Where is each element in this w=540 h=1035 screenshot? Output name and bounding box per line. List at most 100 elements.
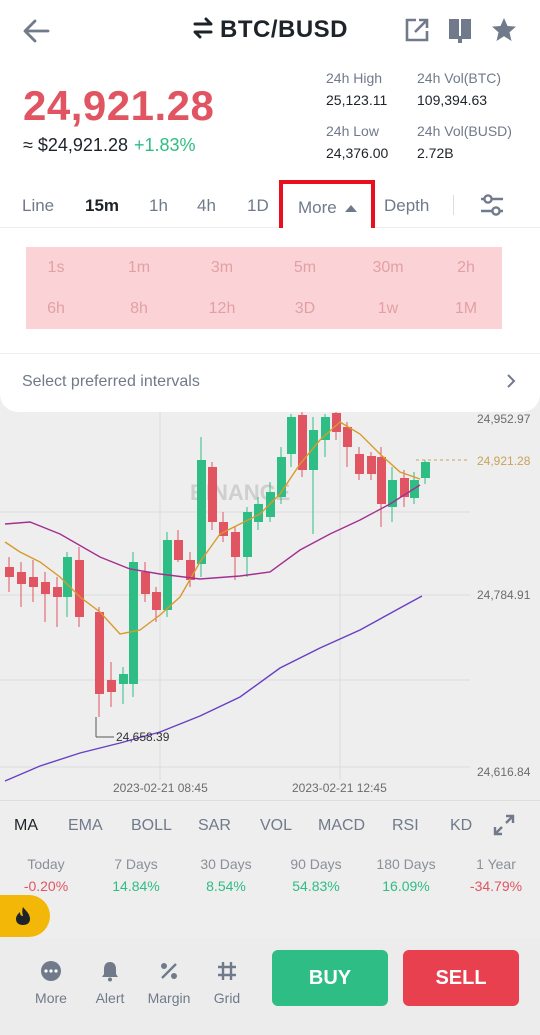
perf-value: 8.54% <box>206 878 246 894</box>
stat-label: 24h Vol(BUSD) <box>417 123 512 139</box>
stat-label: 24h Vol(BTC) <box>417 70 502 86</box>
time-tick-2: 2023-02-21 12:45 <box>292 781 387 795</box>
stat-24h-high: 24h High 25,123.11 <box>326 70 387 108</box>
ma-short-line <box>4 421 421 635</box>
pair-title[interactable]: BTC/BUSD <box>0 16 540 44</box>
stat-24h-vol-busd: 24h Vol(BUSD) 2.72B <box>417 123 512 161</box>
indicator-boll[interactable]: BOLL <box>131 817 172 834</box>
stat-24h-low: 24h Low 24,376.00 <box>326 123 388 161</box>
indicator-vol[interactable]: VOL <box>260 817 293 834</box>
tab-depth[interactable]: Depth <box>384 196 430 215</box>
candle-body <box>29 577 38 587</box>
flame-icon <box>16 907 30 925</box>
nav-more[interactable]: More <box>21 960 81 1006</box>
price-tick-current: 24,921.28 <box>477 454 531 468</box>
chart-gridlines <box>0 412 470 780</box>
margin-percent-icon <box>161 963 177 979</box>
indicator-rsi[interactable]: RSI <box>392 817 419 834</box>
interval-1w[interactable]: 1w <box>377 299 399 317</box>
tab-more-label: More <box>298 198 337 217</box>
interval-1m[interactable]: 1m <box>127 258 151 276</box>
interval-6h[interactable]: 6h <box>47 299 65 317</box>
stat-label: 24h High <box>326 70 383 86</box>
caret-up-icon <box>345 205 357 212</box>
candle-body <box>17 572 26 584</box>
fullscreen-icon[interactable] <box>492 813 516 837</box>
buy-button[interactable]: BUY <box>272 950 388 1006</box>
interval-12h[interactable]: 12h <box>208 299 236 317</box>
candle-body <box>53 587 62 597</box>
perf-180-days: 180 Days 16.09% <box>366 856 446 894</box>
nav-grid[interactable]: Grid <box>197 960 257 1006</box>
candle-body <box>277 457 286 497</box>
interval-30m[interactable]: 30m <box>372 258 404 276</box>
indicator-ema[interactable]: EMA <box>68 817 103 834</box>
price-tick-low: 24,616.84 <box>477 765 531 779</box>
tab-line[interactable]: Line <box>22 196 55 215</box>
interval-3m[interactable]: 3m <box>210 258 234 276</box>
chart-settings-icon[interactable] <box>479 193 505 217</box>
tab-more[interactable]: More <box>279 180 375 234</box>
perf-label: 7 Days <box>114 856 158 872</box>
interval-5m[interactable]: 5m <box>293 258 317 276</box>
indicator-bar: MA EMA BOLL SAR VOL MACD RSI KD <box>0 800 540 848</box>
more-intervals-panel: 1s 1m 3m 5m 30m 2h 6h 8h 12h 3D 1w 1M Se… <box>0 228 540 412</box>
chart-info-icon[interactable] <box>446 16 474 44</box>
nav-alert[interactable]: Alert <box>80 960 140 1006</box>
perf-label: 180 Days <box>376 856 436 872</box>
perf-label: 1 Year <box>476 856 516 872</box>
interval-3d[interactable]: 3D <box>294 299 316 317</box>
candle-body <box>208 467 217 522</box>
perf-label: Today <box>27 856 65 872</box>
indicator-sar[interactable]: SAR <box>198 817 231 834</box>
interval-8h[interactable]: 8h <box>130 299 148 317</box>
interval-tabs: Line 15m 1h 4h 1D Depth <box>0 180 540 228</box>
candle-body <box>266 492 275 517</box>
external-link-icon[interactable] <box>403 16 431 44</box>
swap-icon <box>193 17 213 39</box>
ma-mid-line <box>4 484 421 580</box>
perf-value: 54.83% <box>292 878 340 894</box>
perf-value: 16.09% <box>382 878 430 894</box>
tab-15m[interactable]: 15m <box>85 196 120 215</box>
candle-body <box>400 478 409 497</box>
candlestick-chart[interactable]: BINANCE 24,658.39 24,952.97 24,921.28 24… <box>0 412 540 800</box>
performance-row: Today -0.20% 7 Days 14.84% 30 Days 8.54% 90… <box>0 848 540 908</box>
nav-alert-label: Alert <box>95 990 125 1006</box>
back-arrow-icon[interactable] <box>22 18 50 44</box>
interval-2h[interactable]: 2h <box>457 258 475 276</box>
chevron-right-icon[interactable] <box>505 374 517 388</box>
perf-value: -0.20% <box>23 878 69 894</box>
candle-body <box>254 504 263 522</box>
stat-value: 25,123.11 <box>326 92 388 108</box>
candle-body <box>63 557 72 597</box>
candle-body <box>309 430 318 470</box>
candle-body <box>377 457 386 504</box>
perf-label: 90 Days <box>290 856 342 872</box>
stat-24h-vol-btc: 24h Vol(BTC) 109,394.63 <box>417 70 501 108</box>
tab-4h[interactable]: 4h <box>197 196 216 215</box>
indicator-kd[interactable]: KD <box>450 817 473 834</box>
perf-30-days: 30 Days 8.54% <box>186 856 266 894</box>
time-tick-1: 2023-02-21 08:45 <box>113 781 208 795</box>
candle-body <box>75 560 84 617</box>
last-price: 24,921.28 <box>23 82 215 129</box>
promo-flame-button[interactable] <box>0 895 50 937</box>
interval-1s[interactable]: 1s <box>47 258 65 276</box>
indicator-macd[interactable]: MACD <box>318 817 366 834</box>
price-change: +1.83% <box>133 135 196 155</box>
tab-1d[interactable]: 1D <box>247 196 269 215</box>
interval-1mo[interactable]: 1M <box>454 299 478 317</box>
nav-margin[interactable]: Margin <box>139 960 199 1006</box>
star-favorite-icon[interactable] <box>490 16 518 44</box>
preferred-intervals-link[interactable]: Select preferred intervals <box>22 373 200 390</box>
low-price-label: 24,658.39 <box>116 730 170 744</box>
sell-button[interactable]: SELL <box>403 950 519 1006</box>
candle-body <box>186 560 195 580</box>
indicator-ma[interactable]: MA <box>14 817 38 834</box>
candle-body <box>298 415 307 470</box>
candle-body <box>129 562 138 684</box>
perf-7-days: 7 Days 14.84% <box>96 856 176 894</box>
candles <box>5 412 430 717</box>
tab-1h[interactable]: 1h <box>149 196 168 215</box>
